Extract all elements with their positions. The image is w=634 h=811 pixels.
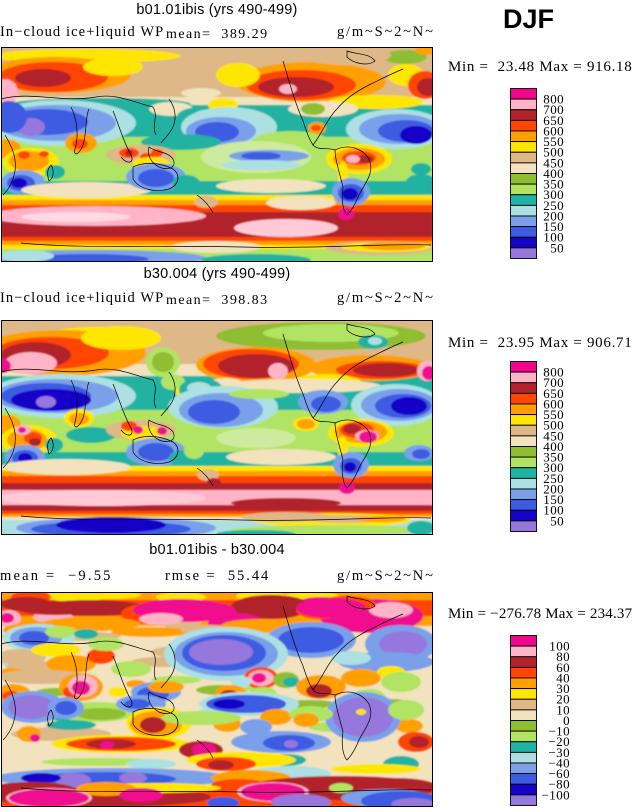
- svg-text:250: 250: [543, 470, 564, 485]
- svg-text:−100: −100: [542, 787, 570, 802]
- svg-text:500: 500: [543, 144, 564, 159]
- svg-text:100: 100: [549, 639, 570, 654]
- svg-text:400: 400: [543, 438, 564, 453]
- svg-text:40: 40: [556, 670, 570, 685]
- svg-text:250: 250: [543, 197, 564, 212]
- svg-text:550: 550: [543, 407, 564, 422]
- svg-text:100: 100: [543, 229, 564, 244]
- svg-text:80: 80: [556, 649, 570, 664]
- svg-text:300: 300: [543, 187, 564, 202]
- svg-text:50: 50: [550, 513, 564, 528]
- svg-text:150: 150: [543, 219, 564, 234]
- svg-text:800: 800: [543, 364, 564, 379]
- svg-text:−20: −20: [548, 734, 570, 749]
- svg-text:−80: −80: [548, 777, 570, 792]
- svg-text:50: 50: [550, 240, 564, 255]
- svg-text:550: 550: [543, 134, 564, 149]
- svg-text:500: 500: [543, 417, 564, 432]
- svg-text:600: 600: [543, 123, 564, 138]
- svg-text:−40: −40: [548, 755, 570, 770]
- svg-text:400: 400: [543, 165, 564, 180]
- svg-text:−60: −60: [548, 766, 570, 781]
- svg-text:100: 100: [543, 502, 564, 517]
- svg-text:450: 450: [543, 428, 564, 443]
- svg-text:450: 450: [543, 155, 564, 170]
- svg-text:−10: −10: [548, 724, 570, 739]
- svg-text:800: 800: [543, 91, 564, 106]
- svg-text:20: 20: [556, 692, 570, 707]
- svg-text:600: 600: [543, 396, 564, 411]
- svg-text:300: 300: [543, 460, 564, 475]
- svg-text:700: 700: [543, 375, 564, 390]
- svg-text:650: 650: [543, 385, 564, 400]
- svg-text:200: 200: [543, 481, 564, 496]
- svg-text:350: 350: [543, 176, 564, 191]
- svg-text:−30: −30: [548, 745, 570, 760]
- svg-text:0: 0: [563, 713, 570, 728]
- svg-text:10: 10: [556, 702, 570, 717]
- svg-text:30: 30: [556, 681, 570, 696]
- svg-text:150: 150: [543, 492, 564, 507]
- svg-text:700: 700: [543, 102, 564, 117]
- svg-text:350: 350: [543, 449, 564, 464]
- svg-text:60: 60: [556, 660, 570, 675]
- svg-text:650: 650: [543, 112, 564, 127]
- svg-text:200: 200: [543, 208, 564, 223]
